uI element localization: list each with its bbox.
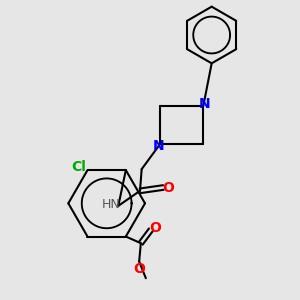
Text: O: O <box>163 181 175 194</box>
Text: Cl: Cl <box>72 160 87 174</box>
Text: N: N <box>152 139 164 153</box>
Text: O: O <box>133 262 145 276</box>
Text: HN: HN <box>102 198 120 211</box>
Text: O: O <box>149 221 161 235</box>
Text: N: N <box>199 97 211 111</box>
